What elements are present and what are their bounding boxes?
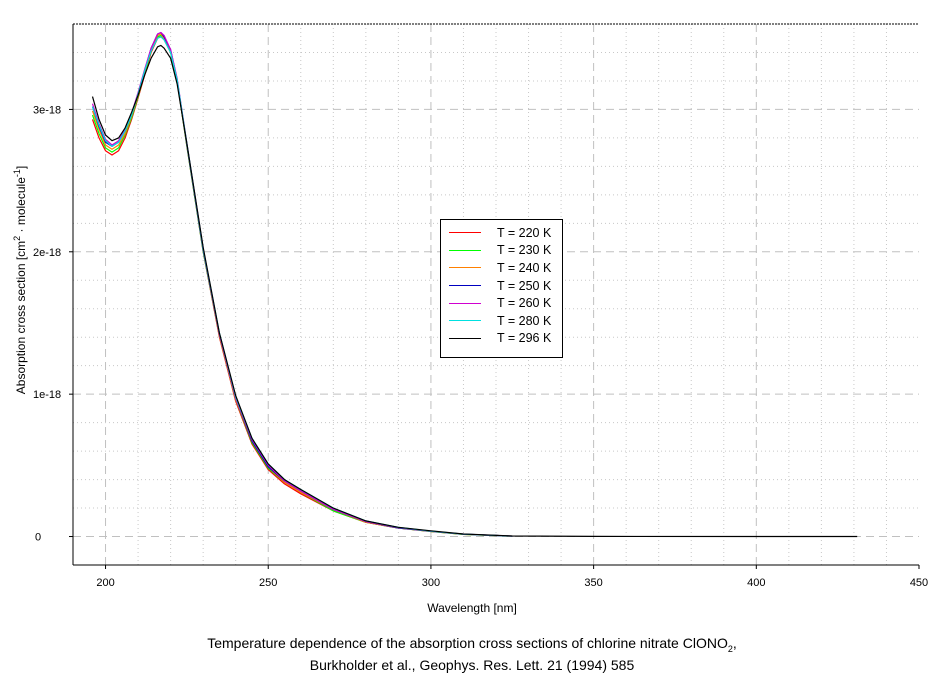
legend: T = 220 K T = 230 K T = 240 K T = 250 K T = … bbox=[440, 219, 563, 358]
legend-item: T = 280 K bbox=[441, 312, 562, 330]
legend-label: T = 280 K bbox=[497, 313, 552, 328]
x-tick-label: 200 bbox=[96, 577, 114, 589]
legend-label: T = 250 K bbox=[497, 278, 552, 293]
legend-label: T = 230 K bbox=[497, 243, 552, 258]
legend-swatch bbox=[449, 232, 481, 234]
legend-item: T = 260 K bbox=[441, 294, 562, 312]
series-lines bbox=[91, 31, 858, 538]
legend-item: T = 220 K bbox=[441, 224, 562, 242]
legend-label: T = 260 K bbox=[497, 296, 552, 311]
legend-swatch bbox=[449, 285, 481, 287]
chart-title: Temperature dependence of the absorption… bbox=[207, 635, 737, 654]
legend-item: T = 296 K bbox=[441, 330, 562, 348]
axes bbox=[69, 23, 920, 569]
y-tick-label: 0 bbox=[35, 532, 41, 544]
x-tick-label: 450 bbox=[910, 577, 928, 589]
tick-labels: 200 250 300 350 400 450 0 1e-18 2e-18 3e-18 bbox=[33, 104, 928, 589]
y-tick-label: 2e-18 bbox=[33, 247, 61, 259]
legend-swatch bbox=[449, 267, 481, 269]
legend-label: T = 296 K bbox=[497, 331, 552, 346]
legend-item: T = 240 K bbox=[441, 259, 562, 277]
legend-item: T = 230 K bbox=[441, 242, 562, 260]
legend-swatch bbox=[449, 337, 481, 339]
legend-label: T = 220 K bbox=[497, 225, 552, 240]
legend-swatch bbox=[449, 302, 481, 304]
chart-subtitle: Burkholder et al., Geophys. Res. Lett. 2… bbox=[309, 657, 635, 673]
x-tick-label: 350 bbox=[584, 577, 602, 589]
y-tick-label: 1e-18 bbox=[33, 389, 61, 401]
y-tick-label: 3e-18 bbox=[33, 104, 61, 116]
legend-item: T = 250 K bbox=[441, 277, 562, 295]
x-axis-label: Wavelength [nm] bbox=[427, 601, 517, 615]
legend-swatch bbox=[449, 320, 481, 322]
legend-swatch bbox=[449, 249, 481, 251]
legend-label: T = 240 K bbox=[497, 260, 552, 275]
x-tick-label: 250 bbox=[259, 577, 277, 589]
series-line-296k bbox=[91, 44, 858, 538]
x-tick-label: 400 bbox=[747, 577, 765, 589]
y-axis-label: Absorption cross section [cm2 · molecule… bbox=[12, 165, 28, 395]
x-tick-label: 300 bbox=[422, 577, 440, 589]
